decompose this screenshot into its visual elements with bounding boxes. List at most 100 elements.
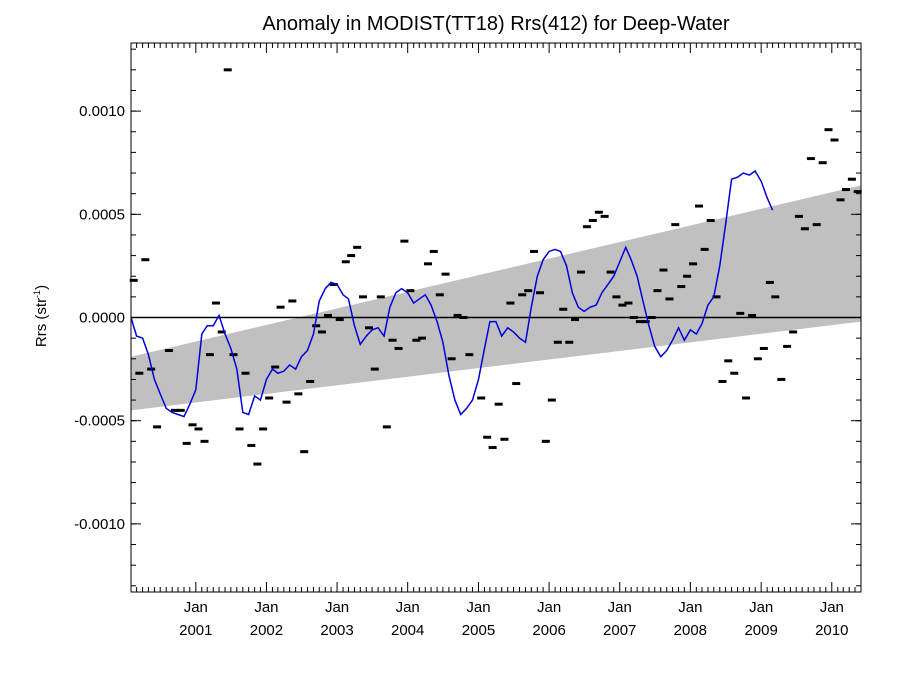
anomaly-point — [376, 295, 385, 299]
x-tick-label-month: Jan — [678, 599, 702, 616]
anomaly-point — [647, 316, 656, 319]
anomaly-point — [312, 324, 321, 328]
anomaly-point — [541, 439, 550, 443]
anomaly-point — [259, 427, 268, 431]
anomaly-point — [364, 326, 373, 330]
x-tick-label-year: 2005 — [462, 622, 495, 639]
anomaly-point — [441, 272, 450, 276]
chart-title: Anomaly in MODIST(TT18) Rrs(412) for Dee… — [262, 13, 729, 35]
anomaly-point — [612, 295, 621, 299]
y-axis-label-superscript: -1 — [32, 290, 42, 298]
anomaly-point — [677, 285, 686, 289]
anomaly-point — [853, 190, 862, 194]
anomaly-point — [618, 303, 627, 307]
anomaly-point — [606, 270, 615, 274]
anomaly-point — [665, 297, 674, 301]
x-tick-label-month: Jan — [466, 599, 490, 616]
y-axis-label: Rrs (str-1) — [32, 285, 50, 347]
anomaly-point — [483, 435, 492, 439]
anomaly-point — [653, 289, 662, 293]
anomaly-point — [635, 320, 644, 324]
x-tick-label-year: 2003 — [320, 622, 353, 639]
anomaly-point — [577, 270, 586, 274]
anomaly-point — [459, 316, 468, 319]
anomaly-point — [223, 68, 232, 72]
anomaly-point — [153, 425, 162, 429]
anomaly-point — [641, 320, 650, 324]
anomaly-point — [217, 330, 226, 334]
anomaly-point — [600, 214, 609, 218]
anomaly-point — [759, 346, 768, 350]
anomaly-point — [453, 313, 462, 317]
anomaly-point — [748, 313, 757, 317]
anomaly-point — [689, 262, 698, 266]
anomaly-point — [188, 423, 197, 427]
anomaly-point — [800, 227, 809, 231]
anomaly-point — [488, 446, 497, 450]
anomaly-point — [536, 291, 545, 295]
anomaly-point — [235, 427, 244, 431]
anomaly-point — [718, 379, 727, 383]
anomaly-point — [135, 371, 144, 375]
anomaly-point — [400, 239, 409, 243]
anomaly-point — [229, 353, 238, 357]
anomaly-point — [465, 353, 474, 357]
anomaly-point — [194, 427, 203, 431]
anomaly-point — [447, 357, 456, 361]
confidence-band — [131, 185, 861, 411]
anomaly-point — [794, 214, 803, 218]
anomaly-point — [494, 402, 503, 406]
anomaly-point — [406, 289, 415, 293]
anomaly-point — [624, 301, 633, 305]
x-tick-label-year: 2010 — [815, 622, 848, 639]
y-axis-label-main: Rrs (str — [33, 298, 50, 347]
anomaly-point — [429, 249, 438, 253]
anomaly-point — [588, 218, 597, 222]
x-axis-ticks: Jan 2001 Jan 2002 Jan 2003 Jan 2004 Jan 2005 Jan 20… — [130, 43, 862, 639]
x-tick-label-year: 2008 — [674, 622, 707, 639]
anomaly-point — [164, 349, 173, 353]
anomaly-point — [358, 295, 367, 299]
x-tick-label-year: 2004 — [391, 622, 424, 639]
x-tick-label-month: Jan — [325, 599, 349, 616]
anomaly-point — [347, 254, 356, 258]
anomaly-point — [724, 359, 733, 363]
anomaly-point — [553, 340, 562, 344]
anomaly-point — [547, 398, 556, 402]
x-tick-label-month: Jan — [254, 599, 278, 616]
y-tick-label: -0.0005 — [74, 413, 125, 430]
anomaly-point — [211, 301, 220, 305]
confidence-band-layer — [131, 185, 861, 411]
x-tick-label-month: Jan — [396, 599, 420, 616]
anomaly-point — [370, 367, 379, 371]
anomaly-point — [423, 262, 432, 266]
anomaly-point — [176, 408, 185, 412]
anomaly-point — [435, 293, 444, 297]
anomaly-point — [205, 353, 214, 357]
anomaly-point — [265, 396, 274, 400]
anomaly-point — [276, 305, 285, 309]
anomaly-point — [659, 268, 668, 272]
anomaly-point — [824, 128, 833, 132]
anomaly-point — [294, 392, 303, 396]
anomaly-point — [671, 223, 680, 227]
anomaly-point — [317, 330, 326, 334]
anomaly-point — [518, 293, 527, 297]
anomaly-point — [394, 346, 403, 350]
y-axis-label-close: ) — [33, 285, 50, 290]
x-tick-label-year: 2006 — [532, 622, 565, 639]
x-tick-label-month: Jan — [537, 599, 561, 616]
anomaly-point — [594, 210, 603, 214]
anomaly-point — [506, 301, 515, 305]
anomaly-point — [512, 382, 521, 386]
anomaly-point — [524, 289, 533, 293]
anomaly-point — [777, 377, 786, 381]
y-tick-label: 0.0000 — [79, 310, 125, 327]
anomaly-point — [683, 274, 692, 278]
anomaly-point — [417, 336, 426, 340]
anomaly-point — [170, 408, 179, 412]
anomaly-point — [753, 357, 762, 361]
x-tick-label-year: 2009 — [744, 622, 777, 639]
anomaly-point — [836, 198, 845, 202]
